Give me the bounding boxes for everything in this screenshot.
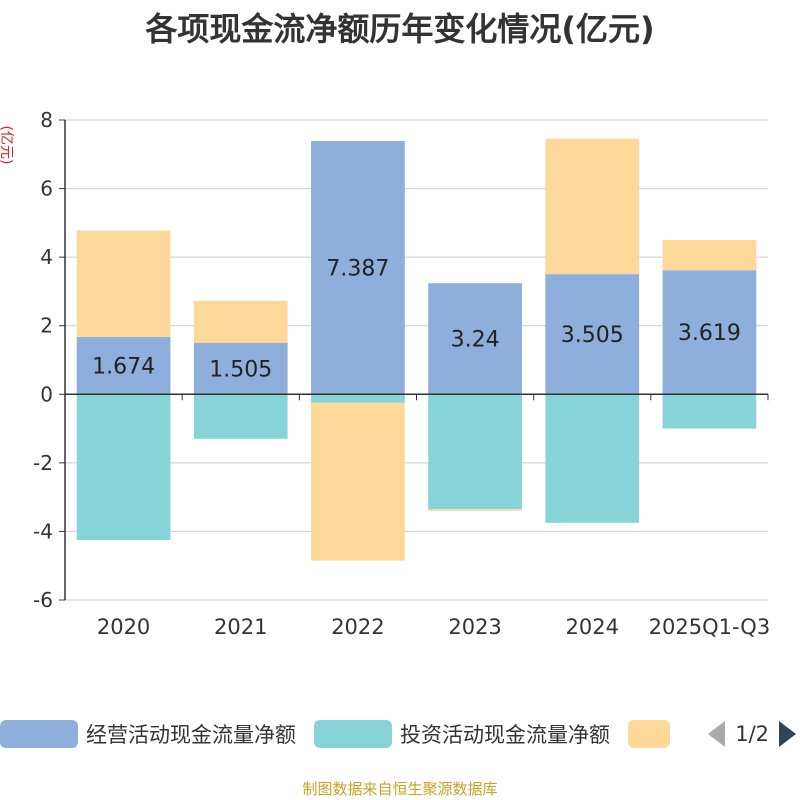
pager-prev-icon[interactable] <box>708 721 726 747</box>
pager-next-icon[interactable] <box>779 721 796 747</box>
bar-third-2025Q1-Q3[interactable] <box>662 240 757 271</box>
y-tick-label: 2 <box>40 314 53 338</box>
legend-item-third[interactable] <box>628 720 678 748</box>
bar-investing-2021[interactable] <box>193 394 288 439</box>
bar-investing-2024[interactable] <box>545 394 640 523</box>
chart-title: 各项现金流净额历年变化情况(亿元) <box>145 10 655 48</box>
bar-operating-2024[interactable] <box>545 274 640 395</box>
y-tick-label: 0 <box>40 382 53 406</box>
chart-plot: -6 -4 -2 0 2 4 6 8 2020 2021 2022 2023 2024 2025Q1-Q3… <box>0 108 771 639</box>
x-tick-label: 2021 <box>214 615 267 639</box>
legend: 经营活动现金流量净额 投资活动现金流量净额 1/2 <box>0 716 800 752</box>
legend-swatch-investing <box>314 720 392 748</box>
y-tick-label: -2 <box>33 451 53 475</box>
x-tick-label: 2020 <box>97 615 150 639</box>
x-tick-label: 2022 <box>331 615 384 639</box>
data-label: 3.619 <box>678 321 741 346</box>
bar-third-2021[interactable] <box>193 300 288 343</box>
y-axis-label: (亿元) <box>0 126 14 165</box>
bar-operating-2025Q1-Q3[interactable] <box>662 270 757 395</box>
bar-third-2024[interactable] <box>545 138 640 275</box>
y-tick-label: 4 <box>40 245 53 269</box>
x-tick-label: 2023 <box>448 615 501 639</box>
data-label: 3.24 <box>451 328 500 353</box>
bar-third-2022[interactable] <box>311 402 405 561</box>
x-tick-label: 2024 <box>566 615 619 639</box>
bar-investing-2020[interactable] <box>76 394 171 540</box>
bar-investing-2025Q1-Q3[interactable] <box>662 394 757 429</box>
bar-investing-2022[interactable] <box>311 394 405 403</box>
bar-operating-2022[interactable] <box>311 141 405 395</box>
pager-text: 1/2 <box>735 722 769 746</box>
legend-label-operating: 经营活动现金流量净额 <box>86 723 296 747</box>
y-tick-label: -4 <box>33 519 53 543</box>
legend-label-investing: 投资活动现金流量净额 <box>400 723 610 747</box>
source-note: 制图数据来自恒生聚源数据库 <box>302 780 498 798</box>
legend-swatch-third <box>628 720 670 748</box>
legend-item-investing[interactable]: 投资活动现金流量净额 <box>314 719 610 749</box>
y-tick-label: 6 <box>40 177 53 201</box>
bar-operating-2020[interactable] <box>76 336 171 395</box>
x-tick-label: 2025Q1-Q3 <box>649 615 771 639</box>
legend-pager: 1/2 <box>708 721 796 747</box>
y-tick-label: -6 <box>33 588 53 612</box>
bar-operating-2021[interactable] <box>193 342 288 395</box>
bar-investing-2023[interactable] <box>428 394 522 510</box>
data-label: 3.505 <box>561 323 624 348</box>
bar-third-2023[interactable] <box>428 509 522 511</box>
bar-operating-2023[interactable] <box>428 283 522 395</box>
legend-swatch-operating <box>0 720 78 748</box>
data-label: 7.387 <box>326 257 389 282</box>
y-tick-label: 8 <box>40 108 53 132</box>
data-label: 1.674 <box>92 355 155 380</box>
data-label: 1.505 <box>209 357 272 382</box>
legend-item-operating[interactable]: 经营活动现金流量净额 <box>0 719 296 749</box>
bar-third-2020[interactable] <box>76 230 171 337</box>
